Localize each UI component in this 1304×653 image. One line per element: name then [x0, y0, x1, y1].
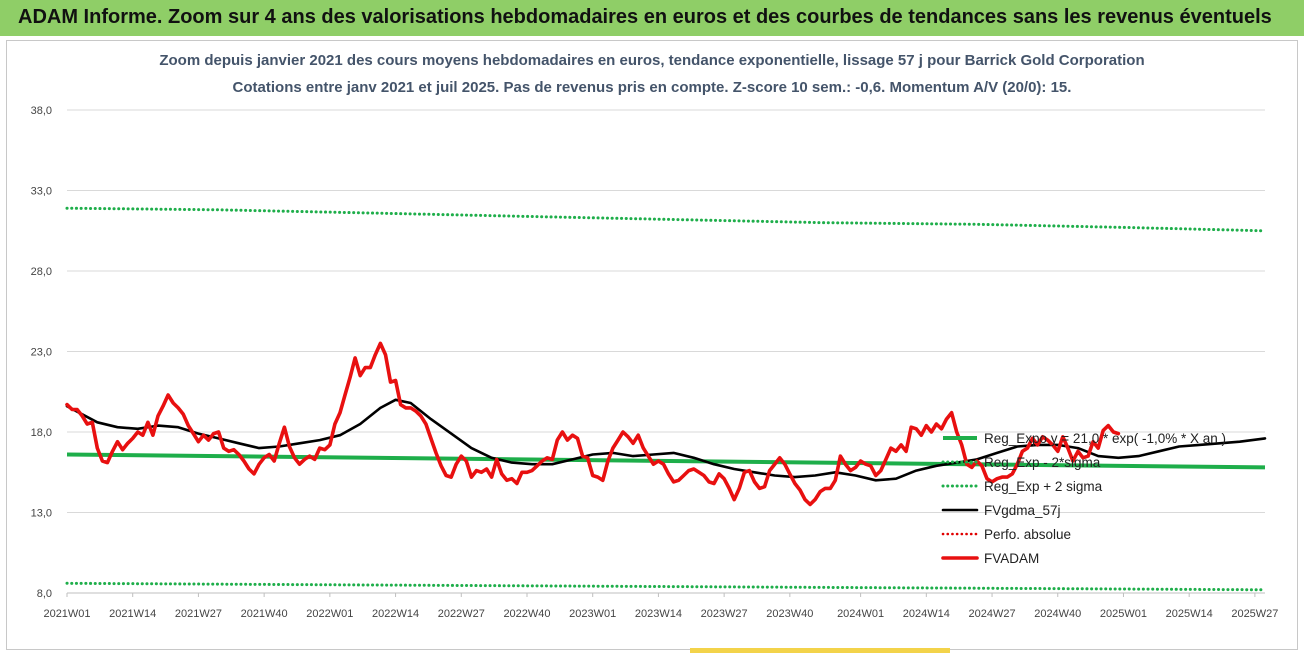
legend: Reg_Expo y = 21,0 * exp( -1,0% * X an ) R…: [941, 431, 1226, 566]
y-tick-label: 38,0: [31, 105, 52, 117]
x-tick-label: 2021W14: [109, 608, 156, 620]
x-tick-label: 2025W01: [1100, 608, 1147, 620]
x-tick-label: 2021W01: [43, 608, 90, 620]
legend-label: FVgdma_57j: [984, 503, 1061, 518]
legend-label: Reg_Expo y = 21,0 * exp( -1,0% * X an ): [984, 431, 1226, 446]
y-tick-label: 33,0: [31, 186, 52, 198]
x-tick-label: 2023W27: [701, 608, 748, 620]
banner-title: ADAM Informe. Zoom sur 4 ans des valoris…: [18, 6, 1272, 28]
y-tick-label: 23,0: [31, 347, 52, 359]
x-tick-label: 2022W27: [438, 608, 485, 620]
series: [65, 206, 1267, 592]
x-tick-label: 2021W40: [241, 608, 288, 620]
chart-frame: [6, 40, 1298, 650]
y-tick-label: 8,0: [37, 588, 52, 600]
x-tick-label: 2024W01: [837, 608, 884, 620]
y-tick-label: 28,0: [31, 266, 52, 278]
x-tick-label: 2023W01: [569, 608, 616, 620]
x-tick-label: 2022W01: [306, 608, 353, 620]
bottom-strip: [690, 648, 950, 653]
header-banner: ADAM Informe. Zoom sur 4 ans des valoris…: [0, 0, 1304, 36]
reg-exp-plus-2sigma-line: [65, 206, 1267, 233]
legend-label: Reg_Exp + 2 sigma: [984, 479, 1103, 494]
fvadam-line: [65, 341, 1121, 507]
chart-title: Zoom depuis janvier 2021 des cours moyen…: [159, 52, 1145, 69]
legend-label: Perfo. absolue: [984, 527, 1071, 542]
x-tick-label: 2025W14: [1166, 608, 1213, 620]
reg-exp-minus-2sigma-line: [65, 581, 1267, 592]
y-tick-label: 13,0: [31, 508, 52, 520]
x-axis-ticks: 2021W01 2021W14 2021W27 2021W40 2022W01 2022W…: [43, 593, 1278, 620]
x-tick-label: 2025W27: [1231, 608, 1278, 620]
y-tick-label: 18,0: [31, 427, 52, 439]
x-tick-label: 2022W40: [503, 608, 550, 620]
chart-subtitle: Cotations entre janv 2021 et juil 2025. …: [232, 79, 1072, 96]
x-tick-label: 2023W40: [766, 608, 813, 620]
x-tick-label: 2024W14: [903, 608, 950, 620]
legend-label: FVADAM: [984, 551, 1039, 566]
x-tick-label: 2024W27: [968, 608, 1015, 620]
x-tick-label: 2023W14: [635, 608, 682, 620]
x-tick-label: 2021W27: [175, 608, 222, 620]
x-tick-label: 2022W14: [372, 608, 419, 620]
gridlines: [67, 109, 1265, 594]
x-tick-label: 2024W40: [1034, 608, 1081, 620]
fvgdma-57j-line: [65, 398, 1267, 482]
y-axis-ticks: 8,0 13,0 18,0 23,0 28,0 33,0 38,0: [31, 105, 52, 600]
legend-label: Reg_Exp - 2*sigma: [984, 455, 1101, 470]
